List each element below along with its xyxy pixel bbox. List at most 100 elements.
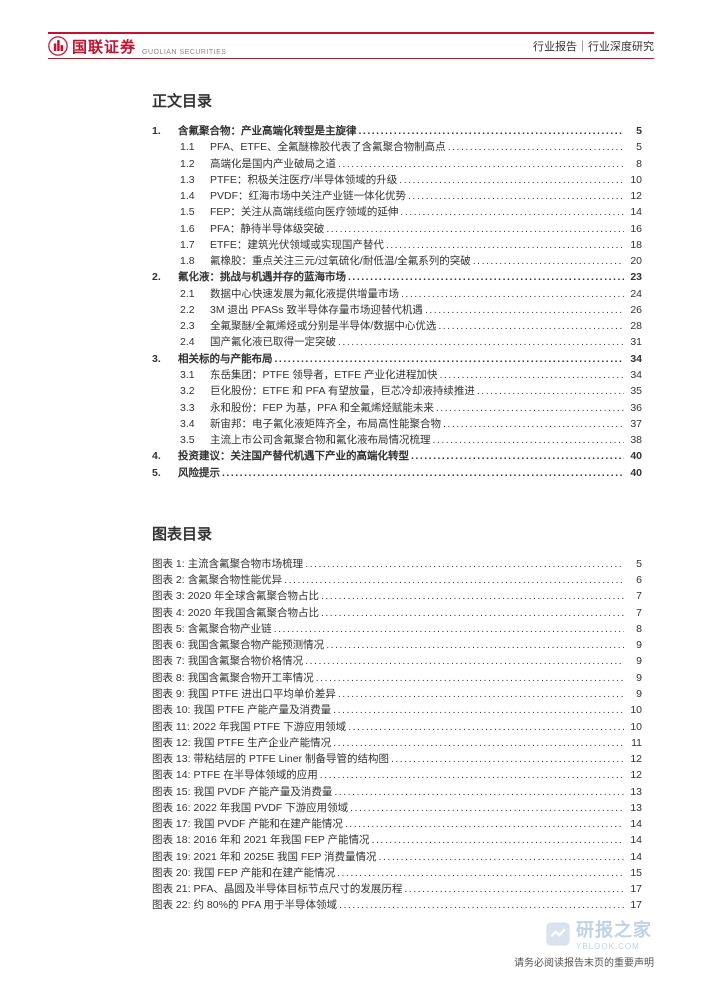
toc-leader-dots: ........................................… [436,400,624,416]
toc-text: 主流含氟聚合物市场梳理 [188,556,304,572]
logo-subtext: GUOLIAN SECURITIES [142,49,226,56]
toc-leader-dots: ........................................… [334,784,624,800]
toc-text: 我国 PTFE 产能产量及消费量 [194,702,332,718]
toc-page: 7 [626,605,642,621]
toc-figure-label: 图表 2: [152,572,185,588]
toc-text: 我国 PTFE 进出口平均单价差异 [188,686,336,702]
toc-entry: 2.氟化液：挑战与机遇并存的蓝海市场......................… [152,269,642,285]
toc-page: 9 [626,653,642,669]
toc-figure-label: 图表 8: [152,670,185,686]
toc-page: 9 [626,637,642,653]
toc-entry: 1.8氟橡胶：重点关注三元/过氧硫化/耐低温/全氟系列的突破..........… [152,253,642,269]
toc-leader-dots: ........................................… [345,816,624,832]
toc-text: PVDF：红海市场中关注产业链一体化优势 [210,188,406,204]
toc-leader-dots: ........................................… [348,269,624,285]
toc-leader-dots: ........................................… [391,751,624,767]
toc-leader-dots: ........................................… [379,849,624,865]
toc-figure-entry: 图表 18: 2016 年和 2021 年我国 FEP 产能情况........… [152,832,642,848]
toc-page: 13 [626,800,642,816]
toc-leader-dots: ........................................… [305,556,624,572]
toc-figure-label: 图表 12: [152,735,191,751]
toc-leader-dots: ........................................… [443,416,624,432]
toc-figure-label: 图表 1: [152,556,185,572]
toc-leader-dots: ........................................… [338,156,624,172]
toc-page: 26 [626,302,642,318]
toc-leader-dots: ........................................… [401,286,624,302]
toc-entry: 3.4新宙邦：电子氟化液矩阵齐全，布局高性能聚合物...............… [152,416,642,432]
watermark-icon [544,920,572,948]
toc-figure-label: 图表 14: [152,767,191,783]
toc-leader-dots: ........................................… [386,237,624,253]
toc-entry: 2.4国产氟化液已取得一定突破.........................… [152,334,642,350]
toc-entry: 2.1数据中心快速发展为氟化液提供增量市场...................… [152,286,642,302]
toc-text: 风险提示 [178,465,220,481]
toc-leader-dots: ........................................… [404,881,624,897]
toc-number: 3.2 [180,383,202,399]
toc-text: 巨化股份：ETFE 和 PFA 有望放量，巨芯冷却液持续推进 [210,383,475,399]
toc-text: 我国 PVDF 产能和在建产能情况 [194,816,343,832]
toc-figure-entry: 图表 19: 2021 年和 2025E 我国 FEP 消费量情况.......… [152,849,642,865]
toc-entry: 1.5FEP：关注从高端线缆向医疗领域的延伸..................… [152,204,642,220]
toc-text: 我国含氟聚合物产能预测情况 [188,637,325,653]
toc-entry: 5.风险提示..................................… [152,465,642,481]
toc-page: 34 [626,351,642,367]
toc-leader-dots: ........................................… [326,221,624,237]
toc-leader-dots: ........................................… [337,865,624,881]
toc-text: 投资建议：关注国产替代机遇下产业的高端化转型 [178,448,409,464]
toc-leader-dots: ........................................… [411,448,624,464]
toc-page: 40 [626,465,642,481]
toc-figure-label: 图表 5: [152,621,185,637]
toc-leader-dots: ........................................… [372,832,624,848]
toc-figure-entry: 图表 6: 我国含氟聚合物产能预测情况.....................… [152,637,642,653]
toc-text: 2016 年和 2021 年我国 FEP 产能情况 [194,832,370,848]
toc-number: 1.5 [180,204,202,220]
toc-number: 5. [152,465,170,481]
toc-leader-dots: ........................................… [333,735,624,751]
toc-page: 17 [626,897,642,913]
toc-leader-dots: ........................................… [359,123,625,139]
toc-figure-entry: 图表 13: 带粘结层的 PTFE Liner 制备导管的结构图........… [152,751,642,767]
toc-entry: 1.1PFA、ETFE、全氟醚橡胶代表了含氟聚合物制高点............… [152,139,642,155]
toc-number: 2. [152,269,170,285]
toc-figure-entry: 图表 3: 2020 年全球含氟聚合物占比...................… [152,588,642,604]
toc-text: PTFE 在半导体领域的应用 [194,767,318,783]
toc-leader-dots: ........................................… [438,318,624,334]
toc-page: 10 [626,719,642,735]
toc-entry: 3.2巨化股份：ETFE 和 PFA 有望放量，巨芯冷却液持续推进.......… [152,383,642,399]
toc-text: 2022 年我国 PTFE 下游应用领域 [193,719,346,735]
toc-entry: 1.7ETFE：建筑光伏领域或实现国产替代...................… [152,237,642,253]
toc-number: 2.1 [180,286,202,302]
toc-figure-entry: 图表 9: 我国 PTFE 进出口平均单价差异.................… [152,686,642,702]
toc-text: 我国含氟聚合物价格情况 [188,653,304,669]
logo-text: 国联证券 [72,36,136,57]
toc-leader-dots: ........................................… [321,588,624,604]
logo: 国联证券 GUOLIAN SECURITIES [48,36,226,57]
toc-entry: 4. 投资建议：关注国产替代机遇下产业的高端化转型................… [152,448,642,464]
toc-figure-label: 图表 19: [152,849,191,865]
watermark-url: YBLOOK.COM [576,942,652,951]
toc-page: 8 [626,621,642,637]
toc-page: 5 [626,139,642,155]
toc-text: PFA、晶圆及半导体目标节点尺寸的发展历程 [194,881,403,897]
toc-figure-label: 图表 11: [152,719,190,735]
toc-text: PFA：静待半导体级突破 [210,221,324,237]
toc-number: 3.3 [180,400,202,416]
toc-page: 17 [626,881,642,897]
toc-number: 3.4 [180,416,202,432]
toc-figure-label: 图表 13: [152,751,191,767]
watermark: 研报之家 YBLOOK.COM [544,916,652,951]
toc-number: 1.1 [180,139,202,155]
toc-page: 10 [626,702,642,718]
toc-leader-dots: ........................................… [320,767,624,783]
toc-figure-entry: 图表 5: 含氟聚合物产业链..........................… [152,621,642,637]
toc-number: 1.2 [180,156,202,172]
toc-entry: 1.6PFA：静待半导体级突破.........................… [152,221,642,237]
toc-number: 1.7 [180,237,202,253]
toc-figure-entry: 图表 14: PTFE 在半导体领域的应用...................… [152,767,642,783]
toc-text: 含氟聚合物产业链 [188,621,272,637]
toc-entry: 3.5主流上市公司含氟聚合物和氟化液布局情况梳理................… [152,432,642,448]
toc-page: 24 [626,286,642,302]
toc-leader-dots: ........................................… [339,897,624,913]
toc-figure-label: 图表 3: [152,588,185,604]
toc-number: 4. [152,448,170,464]
